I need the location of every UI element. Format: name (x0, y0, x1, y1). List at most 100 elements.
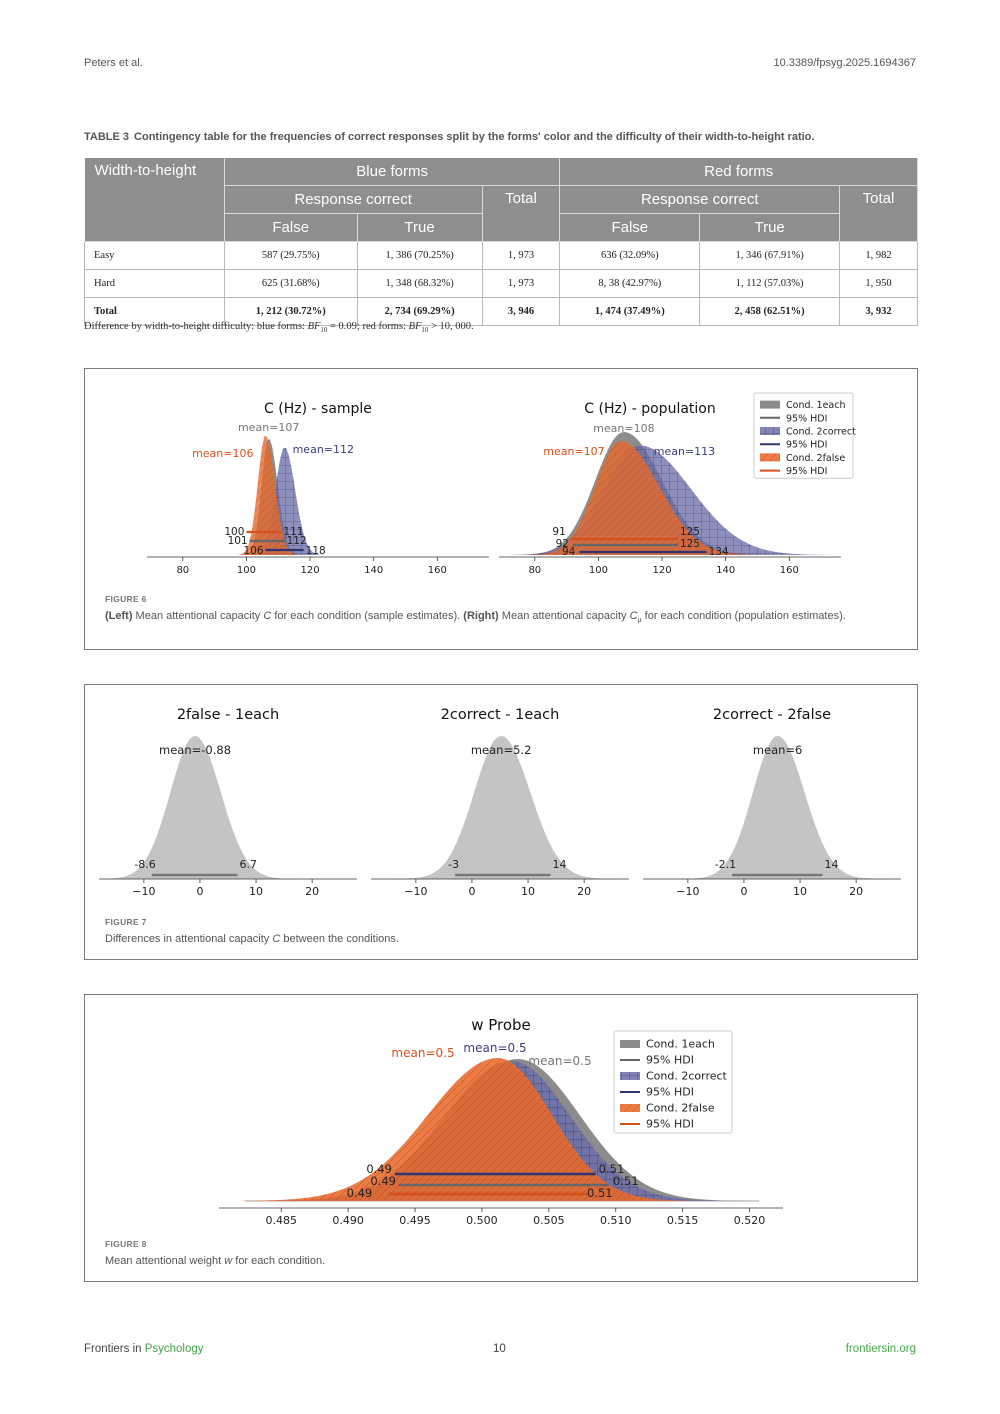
x-tick-label: 0.495 (399, 1214, 431, 1227)
caption-b: for each condition. (232, 1255, 326, 1267)
x-tick-label: 0.515 (667, 1214, 699, 1227)
x-tick-label: 0.500 (466, 1214, 498, 1227)
x-tick-label: 0.510 (600, 1214, 632, 1227)
note-prefix: Difference by width-to-height difficulty… (84, 321, 308, 332)
x-tick-label: 0.520 (734, 1214, 766, 1227)
legend-label: 95% HDI (646, 1118, 694, 1131)
legend-label: Cond. 2false (646, 1102, 715, 1115)
hdi-label: 0.51 (599, 1162, 625, 1176)
hdi-label: 0.51 (587, 1186, 613, 1200)
header-red-total: Total (839, 185, 918, 242)
figure-8-caption: FIGURE 8 Mean attentional weight w for e… (105, 1237, 885, 1269)
x-tick-label: 0.505 (533, 1214, 565, 1227)
note-sub-blue: 10 (320, 326, 328, 335)
figure-7: -8.6 6.7 mean=-0.88 2false - 1each −10 0 10 20 -… (84, 684, 918, 960)
mean-label-2false: mean=107 (543, 445, 604, 458)
mean-label-2correct: mean=112 (293, 443, 354, 456)
x-tick-label: 120 (653, 565, 672, 576)
hdi-label: 0.49 (370, 1174, 396, 1188)
caption-a: Mean attentional weight (105, 1255, 225, 1267)
cell-blue-false: 587 (29.75%) (223, 241, 358, 270)
caption-right: Mean attentional capacity (498, 610, 630, 622)
cell-red-false: 636 (32.09%) (559, 241, 701, 270)
legend-label: 95% HDI (786, 413, 827, 424)
table-row-total: Total 1, 212 (30.72%) 2, 734 (69.29%) 3,… (84, 297, 918, 326)
table-caption: TABLE 3 Contingency table for the frequen… (84, 131, 924, 143)
x-tick-label: 160 (780, 565, 799, 576)
x-tick-label: −10 (404, 885, 427, 898)
footer-site-link[interactable]: frontiersin.org (845, 1343, 916, 1355)
cell-blue-false: 625 (31.68%) (223, 269, 358, 298)
caption-c: C (263, 610, 272, 622)
x-tick-label: 140 (716, 565, 735, 576)
caption-left-bold: (Left) (105, 610, 133, 622)
cell-blue-total: 1, 973 (481, 269, 561, 298)
x-tick-label: 0.485 (265, 1214, 297, 1227)
legend-swatch (620, 1104, 640, 1112)
legend-label: Cond. 2false (786, 453, 845, 464)
footer-journal-name: Psychology (144, 1343, 204, 1355)
figure-6-label: FIGURE 6 (105, 594, 147, 604)
figure-6-plot: 100101106111112118mean=107mean=112mean=1… (147, 392, 856, 576)
mean-label: mean=5.2 (471, 743, 532, 757)
legend-label: 95% HDI (646, 1086, 694, 1099)
cell-blue-true: 1, 348 (68.32%) (356, 269, 483, 298)
cell-red-true: 1, 112 (57.03%) (699, 269, 841, 298)
header-blue-true: True (357, 213, 483, 242)
figure-8-label: FIGURE 8 (105, 1239, 147, 1249)
footer-journal: Frontiers in Psychology (84, 1343, 204, 1355)
x-tick-label: 80 (528, 565, 541, 576)
cell-red-total: 1, 950 (839, 269, 918, 298)
hdi-label-low: -2.1 (715, 858, 736, 871)
mean-label-2false: mean=106 (192, 447, 253, 460)
legend-label: Cond. 2correct (786, 427, 856, 438)
legend-swatch (620, 1072, 640, 1080)
hdi-label: 101 (228, 535, 248, 547)
legend-label: Cond. 1each (646, 1038, 715, 1051)
mean-label-2correct: mean=0.5 (463, 1041, 526, 1055)
note-red-value: > 10, 000. (428, 321, 474, 332)
caption-end: for each condition (population estimates… (641, 610, 846, 622)
header-blue-response-correct: Response correct (224, 185, 483, 214)
x-tick-label: 80 (176, 565, 189, 576)
hdi-label: 0.51 (613, 1174, 639, 1188)
panel-title: w Probe (471, 1016, 531, 1034)
x-tick-label: 20 (849, 885, 863, 898)
difference-density (104, 736, 352, 879)
hdi-label: 134 (709, 546, 729, 558)
mean-label-1each: mean=107 (238, 421, 299, 434)
note-blue-value: = 0.09; red forms: (327, 321, 409, 332)
footer-journal-prefix: Frontiers in (84, 1343, 145, 1355)
cell-blue-true: 1, 386 (70.25%) (356, 241, 483, 270)
legend-label: Cond. 1each (786, 400, 846, 411)
panel-title: C (Hz) - sample (264, 401, 372, 417)
hdi-label: 118 (306, 545, 326, 557)
cell-red-total: 1, 982 (839, 241, 918, 270)
footer-page-number: 10 (493, 1343, 506, 1355)
legend-label: 95% HDI (786, 440, 827, 451)
row-label: Total (84, 297, 225, 326)
legend-label: Cond. 2correct (646, 1070, 728, 1083)
caption-c: C (272, 933, 281, 945)
x-tick-label: 100 (237, 565, 256, 576)
row-label: Easy (84, 241, 225, 270)
running-header-doi: 10.3389/fpsyg.2025.1694367 (773, 57, 916, 69)
header-red-false: False (559, 213, 701, 242)
mean-label-1each: mean=0.5 (528, 1054, 591, 1068)
contingency-table: Width-to-height Blue forms Red forms Res… (84, 158, 918, 326)
note-bf-blue: BF (307, 321, 321, 332)
header-blue-total: Total (482, 185, 561, 242)
figure-6-caption: FIGURE 6 (Left) Mean attentional capacit… (105, 592, 885, 628)
legend-swatch (760, 400, 780, 409)
density-2false (509, 441, 831, 555)
caption-mid: for each condition (sample estimates). (271, 610, 464, 622)
cell-red-true: 1, 346 (67.91%) (699, 241, 841, 270)
table-label: TABLE 3 (84, 131, 130, 143)
cell-blue-total: 1, 973 (481, 241, 561, 270)
panel-title: 2correct - 1each (441, 707, 560, 723)
mean-label-2false: mean=0.5 (391, 1046, 454, 1060)
hdi-label: 125 (680, 538, 700, 550)
panel-title: C (Hz) - population (584, 401, 715, 417)
header-blue-forms: Blue forms (224, 158, 561, 186)
